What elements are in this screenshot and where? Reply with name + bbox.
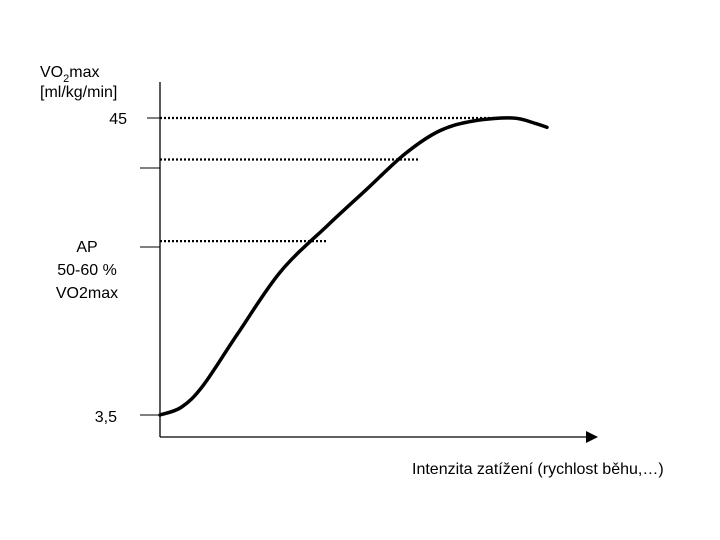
x-axis-arrow bbox=[586, 431, 598, 443]
y-axis-unit: [ml/kg/min] bbox=[40, 84, 117, 101]
vo2-curve bbox=[158, 116, 549, 417]
y-tick-label-ap: AP bbox=[76, 239, 97, 256]
y-tick-label-3-5: 3,5 bbox=[95, 409, 117, 426]
y-axis-label-subscript: 2 bbox=[63, 73, 69, 85]
y-axis-label: VO2max bbox=[40, 64, 99, 85]
y-tick-label-ap-percent: 50-60 % bbox=[57, 262, 117, 279]
x-axis-label: Intenzita zatížení (rychlost běhu,…) bbox=[412, 461, 664, 478]
y-axis-label-rest: max bbox=[69, 64, 99, 81]
y-tick-label-ap-vo2max: VO2max bbox=[56, 285, 118, 302]
y-axis-label-main: VO bbox=[40, 64, 63, 81]
reference-lines bbox=[160, 116, 513, 243]
y-tick-label-45: 45 bbox=[109, 111, 127, 128]
